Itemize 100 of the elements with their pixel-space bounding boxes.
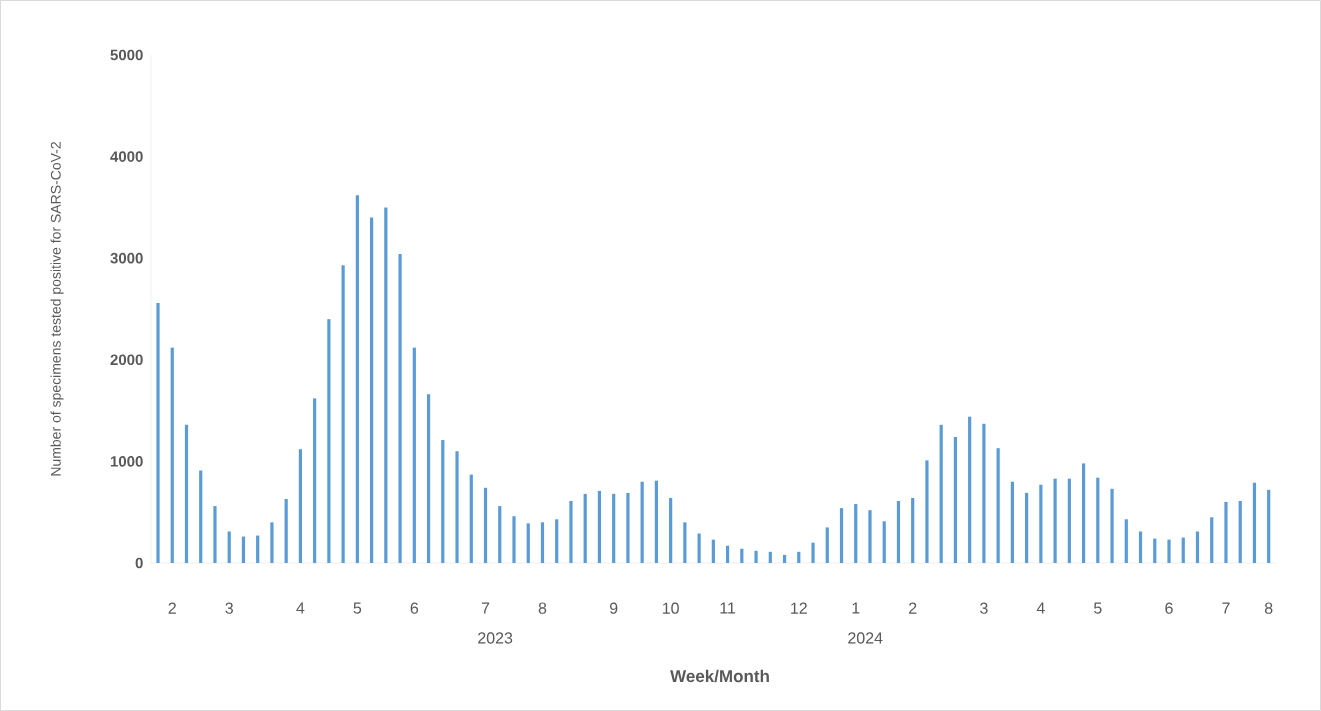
x-tick-label: 10: [662, 602, 679, 614]
x-tick-label: 8: [538, 602, 547, 614]
bar: [455, 451, 459, 563]
bar: [1096, 477, 1100, 563]
bar: [313, 398, 317, 563]
y-tick-label: 3000: [110, 252, 143, 264]
bar: [1210, 517, 1214, 563]
x-tick-label: 6: [1165, 602, 1173, 614]
bar: [156, 302, 160, 563]
x-tick-label: 5: [353, 602, 362, 614]
bar: [1181, 537, 1185, 563]
y-tick-label: 1000: [110, 456, 143, 467]
bar: [996, 448, 1000, 563]
y-tick-label: 2000: [110, 354, 143, 366]
bar: [341, 265, 345, 563]
bar: [241, 536, 246, 563]
bar: [370, 217, 374, 563]
bar: [839, 508, 844, 563]
bar: [1124, 519, 1128, 563]
bar: [384, 207, 388, 563]
bar: [654, 480, 658, 563]
bar: [227, 531, 231, 563]
x-tick-label: 11: [720, 602, 736, 614]
bar: [1053, 478, 1057, 563]
bar: [1153, 538, 1157, 563]
text: 2024: [848, 632, 883, 644]
bar: [896, 501, 901, 563]
bar: [1067, 478, 1071, 563]
bar: [426, 394, 431, 563]
bar: [1238, 501, 1242, 563]
bar: [398, 254, 402, 563]
bar: [170, 347, 174, 563]
bar: [626, 492, 630, 563]
bar: [1195, 531, 1200, 563]
x-tick-label: 7: [481, 602, 490, 614]
text: 2023: [478, 632, 513, 644]
bar: [811, 542, 815, 563]
bar: [939, 424, 943, 563]
bar: [583, 493, 587, 563]
bar: [540, 522, 545, 563]
x-tick-label: 2: [168, 602, 176, 614]
bar: [441, 440, 445, 563]
bar: [782, 554, 787, 563]
bar: [270, 522, 274, 563]
bar: [355, 195, 359, 563]
bar: [199, 470, 203, 563]
bar: [483, 487, 488, 563]
bar: [569, 501, 573, 563]
bar: [498, 506, 502, 563]
bar: [597, 490, 602, 563]
x-tick-label: 8: [1264, 602, 1273, 614]
x-tick-label: 9: [609, 602, 618, 614]
bar: [1138, 531, 1143, 563]
bar: [284, 498, 288, 563]
bar: [612, 493, 616, 563]
bar: [469, 474, 473, 563]
bar: [882, 521, 886, 563]
bar: [725, 545, 730, 563]
x-tick-label: 1: [852, 602, 860, 614]
x-axis-title: Week/Month: [670, 669, 769, 683]
bar: [982, 423, 986, 563]
bar: [184, 424, 189, 563]
bar: [953, 437, 958, 563]
y-tick-label: 4000: [110, 151, 143, 162]
x-tick-label: 3: [225, 602, 233, 614]
bar: [1010, 481, 1014, 563]
bar: [968, 416, 972, 563]
x-tick-label: 5: [1094, 602, 1102, 614]
x-tick-label: 4: [1036, 602, 1045, 614]
bar: [740, 548, 744, 563]
bar: [697, 533, 701, 563]
bar: [1081, 463, 1086, 563]
bar: [1039, 484, 1043, 563]
x-tick-label: 6: [410, 602, 419, 614]
bar: [1167, 539, 1171, 563]
bar: [711, 539, 715, 563]
x-tick-label: 3: [980, 602, 988, 614]
x-tick-label: 12: [791, 602, 807, 614]
bar: [298, 449, 303, 563]
bar: [868, 510, 872, 563]
bar: [854, 504, 858, 563]
bar: [925, 460, 929, 563]
bar: [526, 523, 530, 563]
bar: [1110, 488, 1114, 563]
bar: [512, 516, 516, 563]
bar: [640, 481, 644, 563]
bar: [768, 551, 772, 563]
bar: [412, 347, 416, 563]
y-tick-label: 5000: [110, 49, 143, 61]
x-tick-label: 2: [909, 602, 917, 614]
bar: [555, 519, 559, 563]
bar: [754, 550, 758, 563]
x-tick-label: 7: [1222, 602, 1230, 614]
y-axis-title: Number of specimens tested positive for SARS-CoV-2: [50, 142, 64, 476]
x-tick-label: 4: [296, 602, 305, 614]
bar: [1025, 492, 1029, 563]
bar: [1224, 502, 1228, 563]
bar: [256, 535, 260, 563]
bar: [683, 522, 687, 563]
bar: [797, 551, 801, 563]
